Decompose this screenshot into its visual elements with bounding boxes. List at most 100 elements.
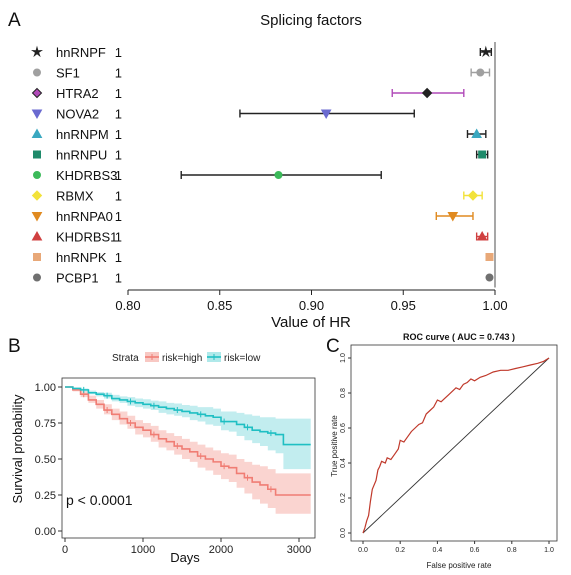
x-tick-label: 0.85: [207, 298, 232, 313]
roc-x-label: False positive rate: [427, 561, 492, 570]
row-label: hnRNPM: [56, 127, 109, 142]
y-tick-label: 0.00: [35, 526, 56, 538]
x-tick-label: 0.0: [358, 547, 368, 554]
panel-label-b: B: [8, 336, 21, 357]
plot-frame: [350, 344, 558, 542]
x-tick-label: 0: [62, 544, 68, 556]
km-legend: risk=high risk=low: [145, 352, 261, 364]
row-group-label: 1: [115, 168, 122, 183]
row-label: hnRNPA0: [56, 209, 113, 224]
row-label: hnRNPF: [56, 45, 106, 60]
x-tick-label: 0.2: [395, 547, 405, 554]
row-group-label: 1: [115, 86, 122, 101]
roc-plot-area: 0.0 0.2 0.4 0.6 0.8 1.0 0.0 0.2 0.4 0.6 0.8 1.0: [340, 344, 558, 554]
hr-point: [320, 109, 332, 120]
row-group-label: 1: [115, 107, 122, 122]
survival-plot: Strata risk=high risk=low 0.00 0.25 0.50 0.7…: [10, 352, 316, 565]
row-legend-marker: [33, 273, 41, 282]
row-label: PCBP1: [56, 271, 99, 286]
row-legend-marker: [31, 190, 43, 201]
y-tick-label: 0.8: [340, 388, 347, 398]
x-tick-label: 1000: [131, 544, 155, 556]
hr-point: [485, 273, 494, 282]
roc-plot: ROC curve ( AUC = 0.743 ) 0.00.20.40.60.…: [330, 332, 558, 570]
y-tick-label: 0.6: [340, 423, 347, 433]
y-tick-label: 1.00: [35, 382, 56, 394]
y-tick-label: 0.50: [35, 454, 56, 466]
survival-curve: [65, 386, 311, 446]
hr-point: [421, 87, 433, 99]
row-label: hnRNPK: [56, 250, 107, 265]
hr-point: [274, 171, 283, 179]
row-legend-marker: [31, 87, 43, 99]
km-p-value: p < 0.0001: [66, 492, 133, 508]
row-legend-marker: [33, 68, 41, 77]
row-label: hnRNPU: [56, 148, 107, 163]
x-tick-label: 1.00: [482, 298, 507, 313]
row-group-label: 1: [115, 189, 122, 204]
y-tick-label: 0.0: [340, 528, 347, 538]
row-legend-marker: [30, 45, 44, 58]
km-legend-title: Strata: [112, 353, 139, 364]
row-legend-marker: [31, 230, 43, 241]
forest-plot: Splicing factors hnRNPF 1 SF1 1 HTRA2 1 NOVA2 1…: [30, 12, 508, 331]
row-group-label: 1: [115, 250, 122, 265]
row-label: KHDRBS3: [56, 168, 117, 183]
y-tick-label: 0.2: [340, 493, 347, 503]
y-tick-label: 0.75: [35, 418, 56, 430]
hr-point: [447, 212, 459, 222]
hr-point: [471, 128, 483, 138]
x-tick-label: 3000: [287, 544, 311, 556]
y-tick-label: 0.25: [35, 490, 56, 502]
hr-point: [485, 253, 494, 261]
legend-label: risk=high: [162, 353, 202, 364]
hr-point: [467, 190, 479, 201]
y-tick-label: 0.4: [340, 458, 347, 468]
row-label: NOVA2: [56, 107, 99, 122]
confidence-band: [65, 387, 311, 470]
row-group-label: 1: [115, 230, 122, 245]
row-group-label: 1: [115, 66, 122, 81]
forest-title: Splicing factors: [260, 12, 362, 29]
hr-point: [478, 150, 487, 159]
x-tick-label: 0.90: [299, 298, 324, 313]
forest-x-label: Value of HR: [271, 314, 351, 331]
row-label: RBMX: [56, 189, 94, 204]
hr-point: [476, 230, 488, 241]
x-tick-label: 0.80: [115, 298, 140, 313]
x-tick-label: 0.4: [433, 547, 443, 554]
panel-label-a: A: [8, 10, 21, 31]
roc-y-label: True positive rate: [330, 415, 339, 477]
hr-point: [479, 45, 492, 58]
x-tick-label: 0.6: [470, 547, 480, 554]
row-legend-marker: [31, 109, 43, 120]
x-tick-label: 0.8: [507, 547, 517, 554]
x-tick-label: 2000: [209, 544, 233, 556]
km-plot-area: 0.00 0.25 0.50 0.75 1.00 0 1000 2000 3000: [35, 377, 316, 556]
row-legend-marker: [33, 150, 41, 159]
legend-label: risk=low: [224, 353, 261, 364]
survival-curve: [65, 386, 311, 496]
km-y-label: Survival probability: [10, 394, 25, 504]
row-label: SF1: [56, 66, 80, 81]
row-group-label: 1: [115, 271, 122, 286]
x-tick-label: 1.0: [544, 547, 554, 554]
plot-frame: [61, 377, 316, 539]
row-legend-marker: [33, 253, 41, 261]
diagonal-reference: [362, 357, 550, 534]
row-label: HTRA2: [56, 86, 99, 101]
panel-label-c: C: [326, 336, 340, 357]
hr-point: [476, 68, 485, 77]
forest-x-axis: 0.80 0.85 0.90 0.95 1.00: [115, 289, 508, 313]
km-x-label: Days: [170, 550, 200, 565]
x-tick-label: 0.95: [391, 298, 416, 313]
row-group-label: 1: [115, 45, 122, 60]
y-tick-label: 1.0: [340, 353, 347, 363]
row-legend-marker: [31, 212, 43, 222]
row-label: KHDRBS1: [56, 230, 117, 245]
row-group-label: 1: [115, 127, 122, 142]
roc-curve: [362, 357, 550, 534]
roc-title: ROC curve ( AUC = 0.743 ): [403, 332, 515, 342]
